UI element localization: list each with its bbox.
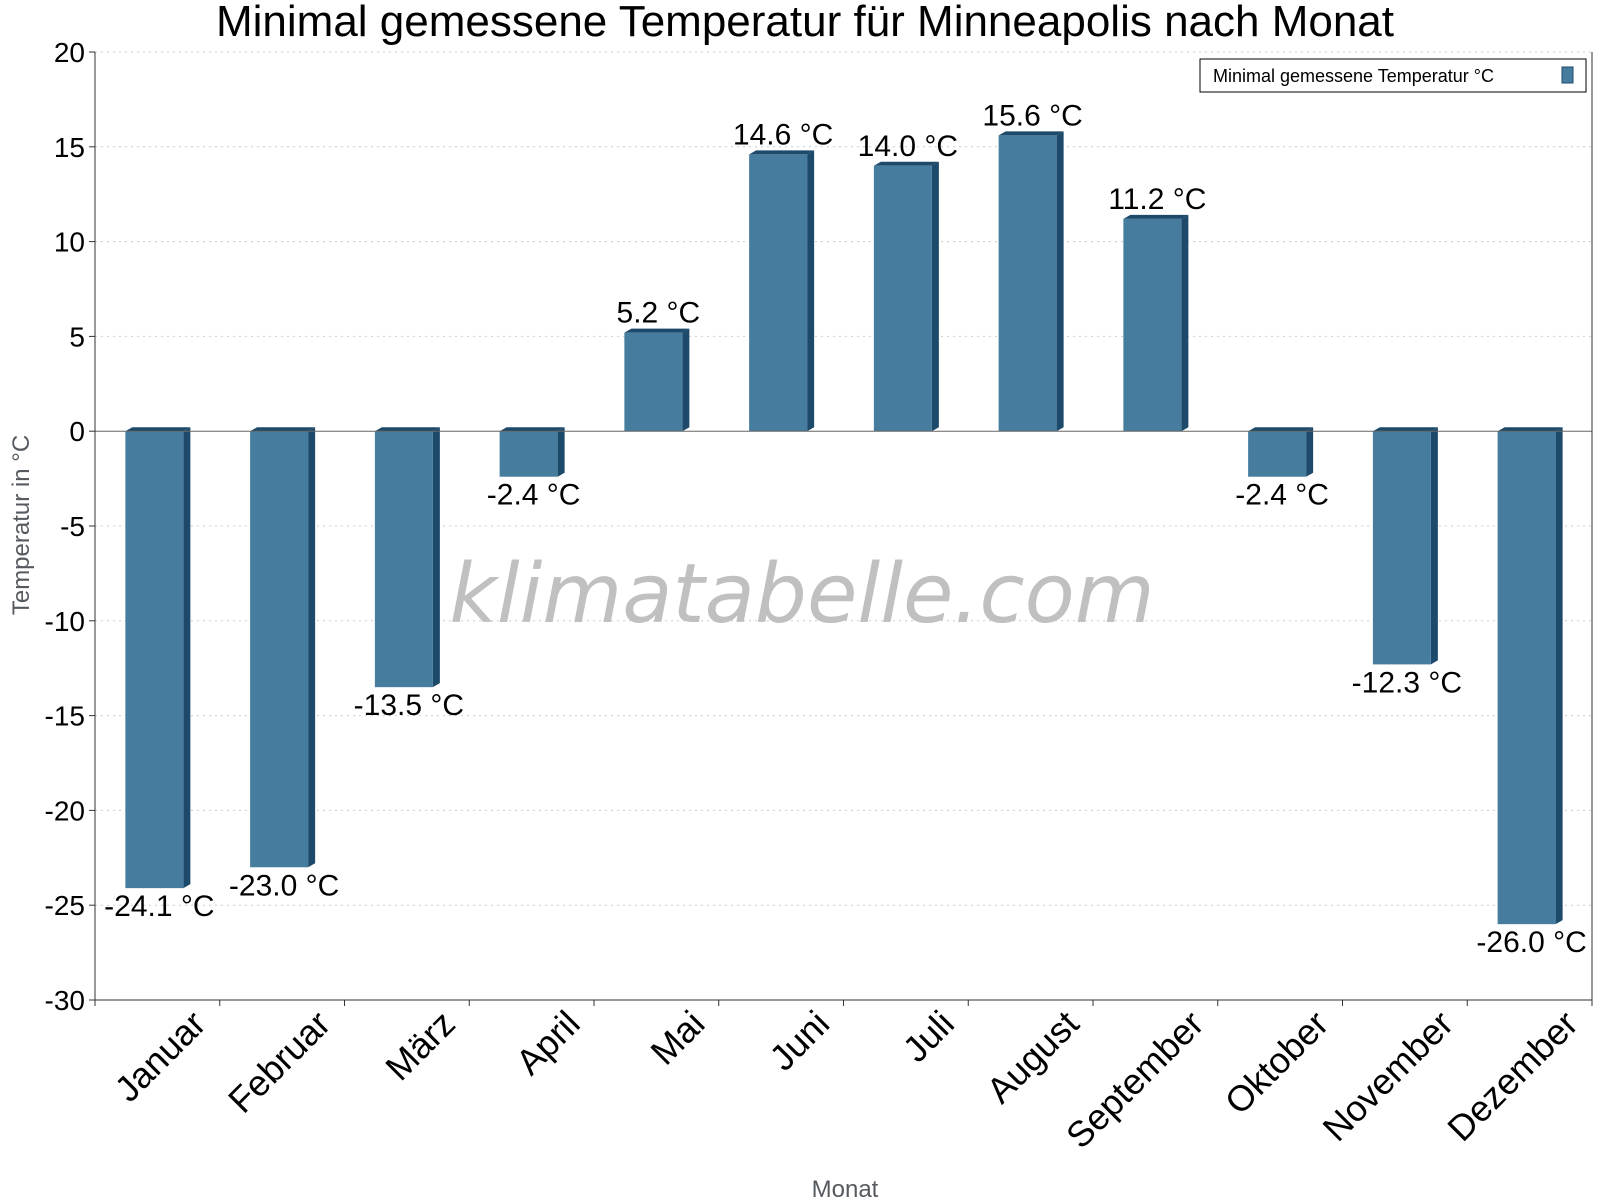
data-label: -2.4 °C: [487, 479, 581, 512]
data-label: 14.0 °C: [858, 130, 958, 163]
bar-top: [1497, 427, 1563, 432]
data-label: 15.6 °C: [982, 99, 1082, 132]
bar-face: [374, 431, 433, 688]
x-category-label: Oktober: [1217, 1003, 1337, 1123]
bar-top: [125, 427, 191, 432]
bar-top: [873, 161, 939, 166]
bar-face: [624, 332, 683, 432]
data-label: -12.3 °C: [1352, 666, 1462, 699]
bar-face: [499, 431, 558, 477]
bar-face: [873, 165, 932, 432]
bar-side: [183, 427, 191, 889]
bar-top: [624, 328, 690, 333]
y-tick-label: -30: [45, 985, 85, 1016]
data-label: -2.4 °C: [1235, 479, 1329, 512]
bar: [873, 161, 939, 432]
bar: [998, 131, 1064, 432]
y-tick-label: -20: [45, 795, 85, 826]
watermark: klimatabelle.com: [449, 547, 1154, 642]
bar-side: [682, 328, 690, 432]
bar-top: [1248, 427, 1314, 432]
y-tick-label: 20: [54, 37, 85, 68]
data-label: 5.2 °C: [617, 297, 701, 330]
bar-face: [1372, 431, 1431, 665]
x-category-label: April: [508, 1003, 588, 1083]
bar-side: [931, 161, 939, 432]
bar-top: [374, 427, 440, 432]
bar-side: [308, 427, 316, 868]
bar: [250, 427, 316, 868]
x-axis-title: Monat: [812, 1176, 879, 1200]
bar-top: [749, 150, 815, 155]
y-axis-ticks: 20 15 10 5 0 -5 -10 -15 -20 -25 -30: [45, 37, 95, 1016]
bar-face: [998, 135, 1057, 432]
x-category-label: Juni: [761, 1003, 837, 1079]
legend-swatch: [1561, 66, 1574, 84]
x-category-label: August: [978, 1003, 1086, 1111]
grid-lines: [95, 51, 1592, 1001]
bar: [125, 427, 191, 889]
bar-face: [250, 431, 309, 868]
bar-side: [1306, 427, 1314, 477]
bar-side: [1555, 427, 1563, 925]
bar: [1248, 427, 1314, 477]
bar: [499, 427, 565, 477]
bar: [749, 150, 815, 432]
bar-face: [1497, 431, 1556, 925]
legend-box: [1199, 58, 1587, 93]
bar-face: [1248, 431, 1307, 477]
bar-series: [125, 131, 1563, 925]
data-label: -24.1 °C: [104, 890, 214, 923]
y-tick-label: 0: [69, 416, 85, 447]
bar-side: [1181, 214, 1189, 432]
bar: [374, 427, 440, 688]
y-tick-label: -10: [45, 606, 85, 637]
x-category-label: Juli: [895, 1003, 962, 1070]
bar-top: [499, 427, 565, 432]
bar-top: [1123, 214, 1189, 219]
data-label: -26.0 °C: [1476, 926, 1586, 959]
bar-top: [250, 427, 316, 432]
x-category-label: Januar: [107, 1003, 214, 1110]
legend-label: Minimal gemessene Temperatur °C: [1213, 66, 1494, 86]
y-tick-label: 10: [54, 227, 85, 258]
bar: [1497, 427, 1563, 925]
y-tick-label: -15: [45, 701, 85, 732]
legend: Minimal gemessene Temperatur °C: [1199, 58, 1587, 93]
y-axis-title: Temperatur in °C: [8, 435, 35, 615]
x-category-label: Februar: [220, 1003, 338, 1121]
x-axis-categories: Januar Februar März April Mai Juni Juli AugustS…: [107, 1003, 1586, 1157]
x-category-label: November: [1314, 1003, 1460, 1149]
bar-top: [1372, 427, 1438, 432]
y-tick-label: 5: [69, 321, 85, 352]
bar-top: [998, 131, 1064, 136]
bar-side: [557, 427, 565, 477]
bar-side: [1430, 427, 1438, 665]
y-tick-label: 15: [54, 132, 85, 163]
bar: [1372, 427, 1438, 665]
data-label: 11.2 °C: [1108, 183, 1206, 216]
x-category-label: Dezember: [1439, 1003, 1585, 1149]
x-axis-ticks: [94, 1000, 1593, 1006]
data-labels: -24.1 °C -23.0 °C -13.5 °C -2.4 °C 5.2 °C 14.…: [104, 99, 1587, 959]
bar-side: [1056, 131, 1064, 432]
y-tick-label: -25: [45, 890, 85, 921]
x-category-label: Mai: [642, 1003, 712, 1073]
x-category-label: September: [1058, 1003, 1212, 1157]
bar: [1123, 214, 1189, 432]
bar-face: [749, 154, 808, 432]
data-label: 14.6 °C: [733, 118, 833, 151]
bar-side: [432, 427, 440, 688]
bar-face: [1123, 218, 1182, 432]
chart-title: Minimal gemessene Temperatur für Minneap…: [216, 0, 1394, 46]
bar: [624, 328, 690, 432]
y-tick-label: -5: [60, 511, 85, 542]
bar-side: [807, 150, 815, 432]
data-label: -23.0 °C: [229, 869, 339, 902]
x-category-label: März: [377, 1003, 463, 1089]
bar-face: [125, 431, 184, 889]
data-label: -13.5 °C: [354, 689, 464, 722]
